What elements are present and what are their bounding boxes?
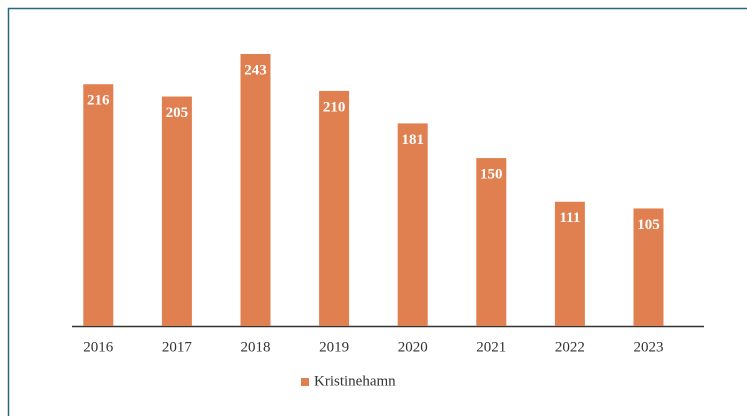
x-tick-label: 2023	[634, 339, 664, 355]
value-label: 243	[244, 62, 267, 78]
frame	[7, 7, 747, 416]
legend-swatch	[301, 378, 309, 386]
value-label: 150	[480, 167, 503, 183]
value-label: 205	[166, 105, 189, 121]
legend-label: Kristinehamn	[314, 373, 396, 389]
x-tick-label: 2020	[398, 339, 428, 355]
value-label: 105	[637, 217, 660, 233]
value-label: 111	[559, 210, 580, 226]
bar	[240, 54, 271, 326]
value-label: 216	[87, 93, 110, 109]
x-tick-label: 2016	[83, 339, 114, 355]
bar	[633, 208, 664, 326]
bar	[476, 158, 507, 326]
bar	[161, 96, 192, 327]
x-tick-label: 2019	[319, 339, 349, 355]
value-label: 210	[323, 99, 346, 115]
bar	[397, 123, 428, 327]
x-tick-label: 2017	[162, 339, 193, 355]
bar	[554, 201, 585, 326]
x-tick-label: 2018	[241, 339, 271, 355]
value-label: 181	[401, 132, 424, 148]
x-tick-label: 2022	[555, 339, 585, 355]
bar	[319, 90, 350, 327]
x-tick-label: 2021	[476, 339, 506, 355]
bar	[83, 84, 114, 326]
